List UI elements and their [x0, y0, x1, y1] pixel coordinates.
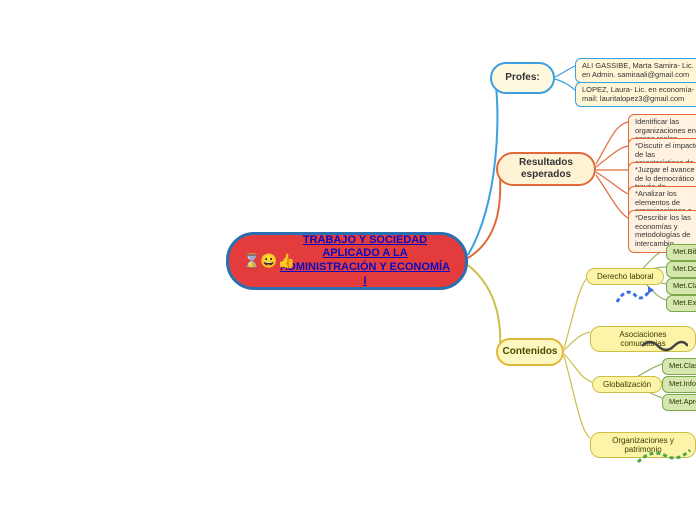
leaf-prof-1[interactable]: ALI GASSIBE, Marta Samira- Lic. en Admin… [575, 58, 696, 83]
met-derecho-4-text: Met.Expo [673, 298, 696, 307]
met-derecho-1-text: Met.Biblio [673, 247, 696, 256]
sub-global[interactable]: Globalización [592, 376, 662, 393]
leaf-prof-1-text: ALI GASSIBE, Marta Samira- Lic. en Admin… [582, 61, 694, 79]
met-derecho-2[interactable]: Met.Doc [666, 261, 696, 278]
sub-derecho[interactable]: Derecho laboral [586, 268, 664, 285]
met-derecho-3[interactable]: Met.Clase [666, 278, 696, 295]
met-derecho-1[interactable]: Met.Biblio [666, 244, 696, 261]
sub-org[interactable]: Organizaciones y patrimonio [590, 432, 696, 458]
branch-profes-label: Profes: [505, 72, 539, 84]
leaf-res-5-text: *Describir los las economías y metodolog… [635, 213, 691, 248]
branch-resultados[interactable]: Resultados esperados [496, 152, 596, 186]
sub-asoc[interactable]: Asociaciones comunitarias [590, 326, 696, 352]
sub-asoc-label: Asociaciones comunitarias [619, 330, 666, 348]
squiggle-arrow-icon [614, 284, 654, 306]
met-derecho-3-text: Met.Clase [673, 281, 696, 290]
met-derecho-2-text: Met.Doc [673, 264, 696, 273]
met-derecho-4[interactable]: Met.Expo [666, 295, 696, 312]
branch-contenidos-label: Contenidos [503, 346, 558, 358]
leaf-prof-2[interactable]: LOPEZ, Laura- Lic. en economía- mail: la… [575, 82, 696, 107]
sub-global-label: Globalización [603, 380, 651, 389]
branch-resultados-label: Resultados esperados [512, 157, 580, 181]
met-global-3-text: Met.Aprend [669, 397, 696, 406]
met-global-1-text: Met.Clases [669, 361, 696, 370]
branch-contenidos[interactable]: Contenidos [496, 338, 564, 366]
met-global-2-text: Met.Infogr [669, 379, 696, 388]
root-node[interactable]: ⌛😀👍 TRABAJO Y SOCIEDAD APLICADO A LA ADM… [226, 232, 468, 290]
sub-derecho-label: Derecho laboral [597, 272, 653, 281]
branch-profes[interactable]: Profes: [490, 62, 555, 94]
root-title: TRABAJO Y SOCIEDAD APLICADO A LA ADMINIS… [279, 234, 451, 289]
root-emoji: ⌛😀👍 [243, 252, 295, 270]
sub-org-label: Organizaciones y patrimonio [612, 436, 674, 454]
met-global-2[interactable]: Met.Infogr [662, 376, 696, 393]
leaf-prof-2-text: LOPEZ, Laura- Lic. en economía- mail: la… [582, 85, 694, 103]
met-global-3[interactable]: Met.Aprend [662, 394, 696, 411]
met-global-1[interactable]: Met.Clases [662, 358, 696, 375]
